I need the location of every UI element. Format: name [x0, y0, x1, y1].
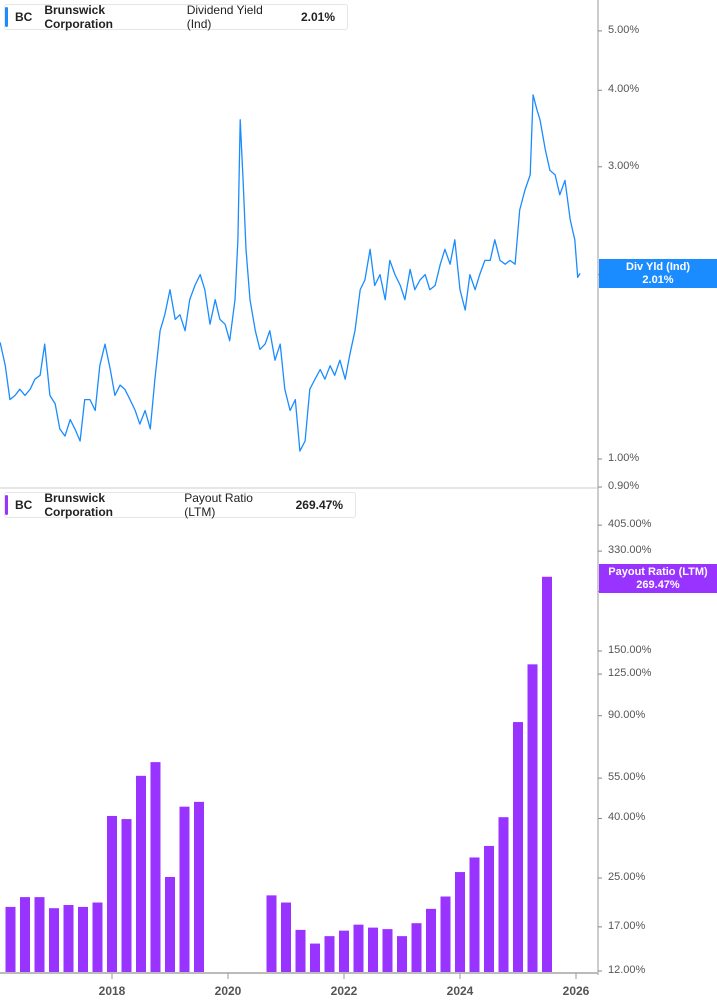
payout-ratio-bar[interactable] [136, 775, 146, 972]
y-tick-label: 12.00% [608, 964, 646, 976]
payout-ratio-bar[interactable] [310, 943, 320, 972]
legend-color-bar [5, 495, 8, 515]
payout-ratio-bar[interactable] [339, 930, 349, 972]
payout-ratio-bar[interactable] [295, 929, 306, 972]
y-tick-label: 90.00% [608, 708, 646, 721]
x-tick-label: 2020 [214, 984, 242, 998]
callout-label: Payout Ratio (LTM) [608, 566, 708, 578]
y-tick-label: 17.00% [608, 919, 646, 932]
legend-value: 269.47% [295, 498, 343, 512]
payout-ratio-pane [5, 576, 552, 972]
payout-ratio-bar[interactable] [150, 762, 161, 972]
y-tick-label: 25.00% [608, 871, 646, 883]
payout-ratio-legend[interactable]: BC Brunswick Corporation Payout Ratio (L… [4, 491, 356, 519]
payout-ratio-bar[interactable] [34, 897, 45, 972]
payout-ratio-bar[interactable] [484, 845, 494, 972]
legend-ticker: BC [15, 498, 33, 512]
legend-company: Brunswick Corporation [44, 3, 114, 31]
payout-ratio-bar[interactable] [498, 817, 509, 972]
x-tick-label: 2026 [562, 984, 590, 998]
legend-metric: Dividend Yield (Ind) [186, 3, 263, 31]
payout-ratio-bar[interactable] [92, 902, 103, 972]
y-tick-label: 150.00% [608, 643, 652, 656]
y-tick-label: 3.00% [608, 159, 640, 172]
payout-ratio-bar[interactable] [324, 936, 335, 972]
payout-ratio-bar[interactable] [165, 876, 175, 972]
payout-ratio-bar[interactable] [527, 664, 538, 972]
payout-ratio-bar[interactable] [382, 929, 393, 972]
payout-ratio-bar[interactable] [107, 815, 117, 972]
callout-value: 2.01% [642, 274, 674, 286]
legend-company: Brunswick Corporation [44, 491, 114, 519]
y-tick-label: 0.90% [608, 480, 640, 493]
legend-value: 2.01% [300, 10, 335, 24]
payout-ratio-bar[interactable] [5, 906, 16, 972]
callout-value: 269.47% [636, 579, 680, 591]
x-tick-label: 2018 [98, 984, 126, 998]
payout-ratio-bar[interactable] [368, 927, 378, 972]
x-tick-label: 2024 [446, 984, 474, 998]
dividend-yield-callout: Div Yld (Ind) 2.01% [599, 259, 717, 288]
payout-ratio-bar[interactable] [121, 819, 132, 972]
dividend-yield-pane [0, 94, 581, 452]
dividend-yield-legend[interactable]: BC Brunswick Corporation Dividend Yield … [4, 3, 348, 31]
payout-ratio-bar[interactable] [469, 857, 480, 972]
y-tick-label: 1.00% [608, 452, 640, 464]
payout-ratio-bar[interactable] [78, 906, 88, 972]
y-tick-label: 55.00% [608, 771, 646, 784]
y-tick-label: 330.00% [608, 544, 652, 557]
payout-ratio-bar[interactable] [281, 902, 291, 972]
y-tick-label: 4.00% [608, 83, 640, 96]
payout-ratio-bar[interactable] [63, 905, 74, 972]
dividend-yield-line[interactable] [0, 94, 581, 452]
payout-ratio-bar[interactable] [455, 872, 465, 972]
legend-ticker: BC [15, 10, 33, 24]
payout-ratio-bar[interactable] [194, 801, 204, 972]
payout-ratio-bar[interactable] [440, 896, 451, 972]
y-tick-label: 405.00% [608, 518, 652, 531]
payout-ratio-bar[interactable] [426, 908, 436, 972]
payout-ratio-bar[interactable] [353, 924, 364, 972]
legend-color-bar [5, 7, 8, 27]
y-tick-label: 125.00% [608, 667, 652, 680]
legend-metric: Payout Ratio (LTM) [184, 491, 253, 519]
payout-ratio-bar[interactable] [542, 576, 552, 972]
payout-ratio-callout: Payout Ratio (LTM) 269.47% [599, 564, 717, 593]
x-tick-label: 2022 [330, 984, 358, 998]
payout-ratio-bar[interactable] [411, 923, 422, 972]
y-tick-label: 40.00% [608, 811, 646, 824]
payout-ratio-bar[interactable] [49, 908, 59, 972]
payout-ratio-bar[interactable] [20, 897, 30, 972]
payout-ratio-bar[interactable] [266, 895, 277, 972]
y-tick-label: 5.00% [608, 23, 640, 36]
payout-ratio-bar[interactable] [397, 936, 407, 972]
callout-label: Div Yld (Ind) [626, 261, 690, 273]
payout-ratio-bar[interactable] [179, 806, 190, 972]
payout-ratio-bar[interactable] [513, 722, 523, 972]
